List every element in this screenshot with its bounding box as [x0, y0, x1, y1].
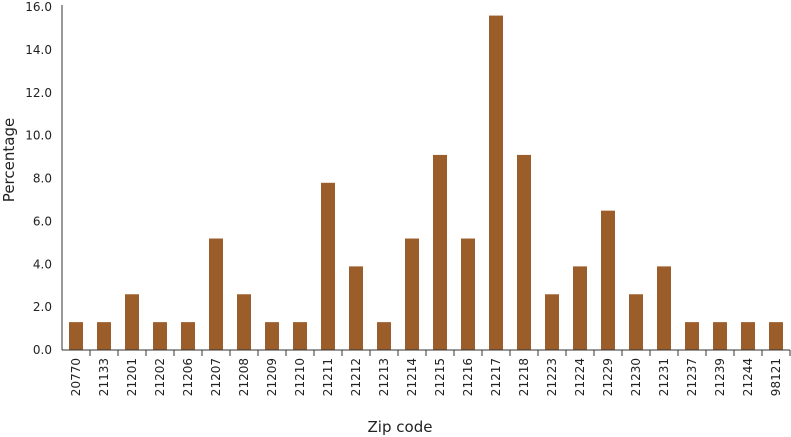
y-tick-label: 4.0	[33, 257, 52, 271]
x-tick-label: 21223	[545, 358, 559, 396]
x-tick-label: 21209	[265, 358, 279, 396]
x-tick-labels: 20770 21133 21201 21202 21206 21207 21208 21209…	[69, 358, 783, 396]
x-tick-label: 21201	[125, 358, 139, 396]
bar-21217	[489, 15, 503, 350]
y-tick-label: 14.0	[25, 43, 52, 57]
bar-21224	[573, 266, 587, 350]
bar-21216	[461, 238, 475, 350]
bar-21223	[545, 294, 559, 350]
y-tick-label: 8.0	[33, 172, 52, 186]
bars-group	[69, 15, 783, 350]
x-tick-label: 21237	[685, 358, 699, 396]
bar-21206	[181, 322, 195, 350]
axes-group	[61, 5, 791, 356]
x-tick-label: 21208	[237, 358, 251, 396]
bar-21211	[321, 182, 335, 350]
x-tick-label: 21224	[573, 358, 587, 396]
y-tick-label: 10.0	[25, 129, 52, 143]
y-tick-label: 16.0	[25, 0, 52, 14]
x-tick-label: 21210	[293, 358, 307, 396]
y-tick-label: 2.0	[33, 300, 52, 314]
bar-21229	[601, 210, 615, 350]
x-tick-label: 20770	[69, 358, 83, 396]
x-tick-label: 21231	[657, 358, 671, 396]
bar-21207	[209, 238, 223, 350]
bar-21201	[125, 294, 139, 350]
x-tick-label: 21211	[321, 358, 335, 396]
bar-21209	[265, 322, 279, 350]
bar-21208	[237, 294, 251, 350]
x-tick-label: 21230	[629, 358, 643, 396]
x-tick-label: 21215	[433, 358, 447, 396]
x-tick-label: 21212	[349, 358, 363, 396]
bar-21213	[377, 322, 391, 350]
bar-21214	[405, 238, 419, 350]
bar-21210	[293, 322, 307, 350]
bar-21231	[657, 266, 671, 350]
x-tick-label: 21207	[209, 358, 223, 396]
y-tick-label: 6.0	[33, 214, 52, 228]
bar-21218	[517, 154, 531, 350]
x-tick-label: 21216	[461, 358, 475, 396]
x-tick-label: 98121	[769, 358, 783, 396]
y-tick-labels: 0.0 2.0 4.0 6.0 8.0 10.0 12.0 14.0 16.0	[25, 0, 52, 357]
bar-20770	[69, 322, 83, 350]
bar-98121	[769, 322, 783, 350]
x-tick-label: 21206	[181, 358, 195, 396]
y-tick-label: 12.0	[25, 86, 52, 100]
x-tick-label: 21229	[601, 358, 615, 396]
x-tick-label: 21244	[741, 358, 755, 396]
bar-21239	[713, 322, 727, 350]
bar-21244	[741, 322, 755, 350]
x-tick-label: 21239	[713, 358, 727, 396]
x-tick-label: 21218	[517, 358, 531, 396]
x-axis-title: Zip code	[368, 418, 433, 436]
x-tick-label: 21217	[489, 358, 503, 396]
x-tick-label: 21133	[97, 358, 111, 396]
bar-21237	[685, 322, 699, 350]
bar-21215	[433, 154, 447, 350]
x-tick-label: 21202	[153, 358, 167, 396]
bar-21133	[97, 322, 111, 350]
bar-21202	[153, 322, 167, 350]
x-tick-label: 21213	[377, 358, 391, 396]
y-axis-title: Percentage	[0, 118, 18, 202]
bar-21230	[629, 294, 643, 350]
y-tick-label: 0.0	[33, 343, 52, 357]
bar-21212	[349, 266, 363, 350]
x-tick-label: 21214	[405, 358, 419, 396]
